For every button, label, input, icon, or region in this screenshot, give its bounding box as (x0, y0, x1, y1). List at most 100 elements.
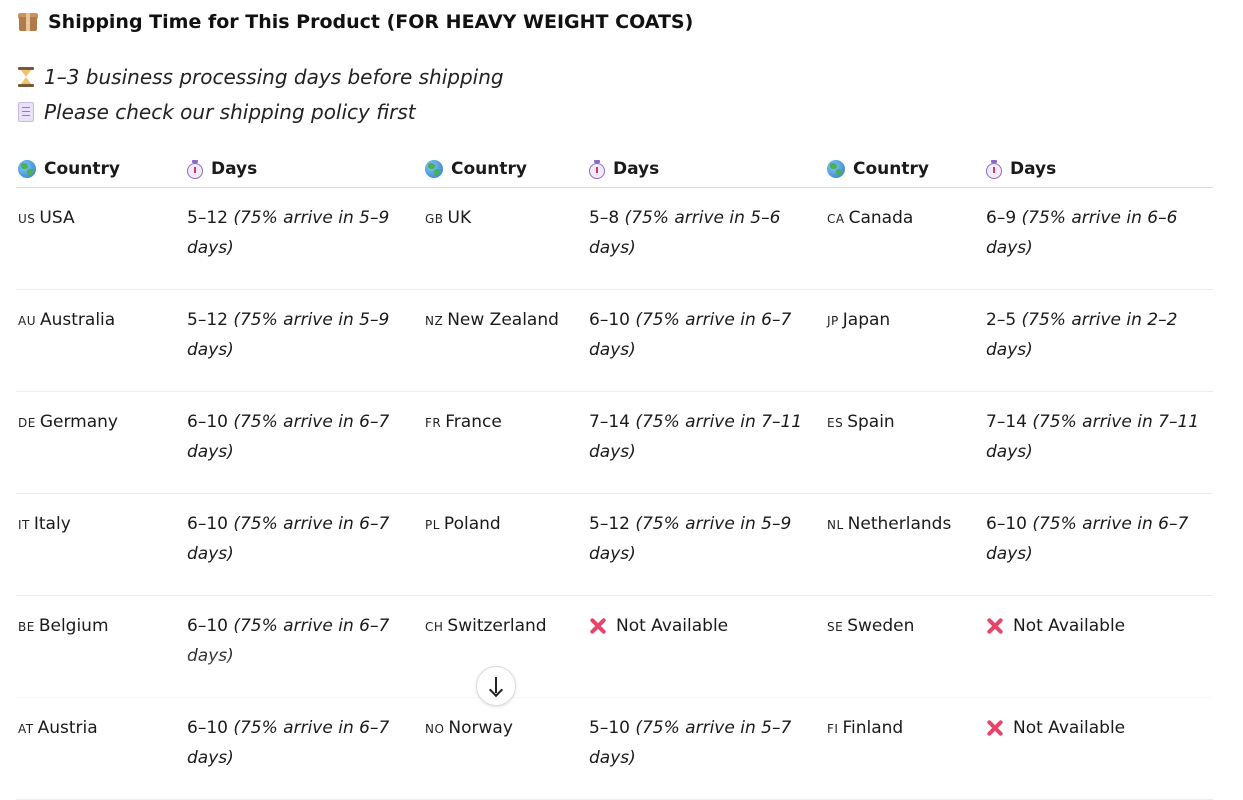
country-name: France (445, 412, 502, 432)
country-code: ES (827, 416, 844, 430)
days-cell: 6–10 (75% arrive in 6–7 days) (185, 697, 423, 800)
table-row: DE Germany 6–10 (75% arrive in 6–7 days) FR… (16, 391, 1213, 494)
country-name: Italy (33, 514, 71, 534)
days-note: (75% arrive in 7–11 days) (589, 412, 803, 462)
country-name: Canada (848, 208, 914, 228)
globe-icon (827, 159, 845, 178)
days-cell: 5–12 (75% arrive in 5–9 days) (185, 187, 423, 290)
days-cell: 5–8 (75% arrive in 5–6 days) (587, 187, 825, 290)
days-cell: 5–12 (75% arrive in 5–9 days) (185, 289, 423, 392)
days-cell: 5–10 (75% arrive in 5–7 days) (587, 697, 825, 800)
country-code: BE (18, 620, 35, 634)
days-range: 6–10 (187, 412, 228, 432)
days-note: (75% arrive in 6–7 days) (986, 514, 1189, 564)
table-header-row: Country Days Country Days Country Days (16, 150, 1213, 188)
not-available: Not Available (986, 611, 1207, 641)
country-cell: NL Netherlands (825, 493, 984, 596)
days-range: 6–10 (589, 310, 630, 330)
table-row: US USA 5–12 (75% arrive in 5–9 days) GB UK 5–… (16, 187, 1213, 290)
country-code: NZ (425, 314, 444, 328)
country-cell: JP Japan (825, 289, 984, 392)
country-code: AU (18, 314, 36, 328)
country-name: Poland (443, 514, 501, 534)
not-available: Not Available (589, 611, 819, 641)
country-cell: GB UK (423, 187, 587, 290)
table-row: IT Italy 6–10 (75% arrive in 6–7 days) PL Po… (16, 493, 1213, 596)
header-days: Days (587, 150, 825, 188)
document-icon (18, 102, 34, 122)
cross-icon (589, 617, 607, 635)
stopwatch-icon (589, 159, 605, 179)
table-row: AT Austria 6–10 (75% arrive in 6–7 days) NO… (16, 697, 1213, 800)
days-range: 5–12 (589, 514, 630, 534)
days-cell: 2–5 (75% arrive in 2–2 days) (984, 289, 1213, 392)
scroll-down-button[interactable] (476, 666, 516, 706)
days-cell: Not Available (984, 697, 1213, 800)
country-cell: NZ New Zealand (423, 289, 587, 392)
table-row: AU Australia 5–12 (75% arrive in 5–9 days)… (16, 289, 1213, 392)
country-name: UK (447, 208, 472, 228)
days-range: 2–5 (986, 310, 1017, 330)
page-title: Shipping Time for This Product (FOR HEAV… (48, 11, 694, 33)
country-name: Sweden (847, 616, 915, 636)
country-cell: US USA (16, 187, 185, 290)
hourglass-icon (18, 67, 34, 87)
stopwatch-icon (986, 159, 1002, 179)
days-note: (75% arrive in 6–7 days) (589, 310, 792, 360)
days-note: (75% arrive in 6–6 days) (986, 208, 1178, 258)
cross-icon (986, 617, 1004, 635)
arrow-down-icon (488, 677, 504, 698)
country-code: DE (18, 416, 36, 430)
days-cell: 6–10 (75% arrive in 6–7 days) (185, 391, 423, 494)
country-code: CH (425, 620, 444, 634)
header-country: Country (423, 150, 587, 188)
days-note: (75% arrive in 5–9 days) (187, 208, 390, 258)
country-code: CA (827, 212, 845, 226)
header-country: Country (825, 150, 984, 188)
days-cell: 5–12 (75% arrive in 5–9 days) (587, 493, 825, 596)
days-cell: 6–10 (75% arrive in 6–7 days) (984, 493, 1213, 596)
days-range: 5–10 (589, 718, 630, 738)
days-cell: 7–14 (75% arrive in 7–11 days) (984, 391, 1213, 494)
cross-icon (986, 719, 1004, 737)
country-code: SE (827, 620, 844, 634)
country-cell: FR France (423, 391, 587, 494)
header-days: Days (185, 150, 423, 188)
days-note: (75% arrive in 6–7 days) (187, 412, 390, 462)
country-name: Finland (842, 718, 904, 738)
days-range: 6–10 (187, 514, 228, 534)
days-range: 7–14 (986, 412, 1027, 432)
country-code: JP (827, 314, 839, 328)
country-name: USA (39, 208, 75, 228)
days-range: 5–8 (589, 208, 620, 228)
days-note: (75% arrive in 7–11 days) (986, 412, 1200, 462)
not-available-text: Not Available (1013, 616, 1126, 636)
country-name: Spain (847, 412, 895, 432)
country-name: Netherlands (847, 514, 952, 534)
header-days: Days (984, 150, 1213, 188)
country-code: NO (425, 722, 445, 736)
country-cell: NO Norway (423, 697, 587, 800)
package-icon (18, 13, 38, 31)
country-code: FI (827, 722, 839, 736)
header-country: Country (16, 150, 185, 188)
country-code: IT (18, 518, 30, 532)
shipping-table: Country Days Country Days Country Days U… (16, 150, 1213, 800)
country-code: PL (425, 518, 440, 532)
days-cell: Not Available (587, 595, 825, 698)
days-range: 6–10 (187, 718, 228, 738)
table-row: BE Belgium 6–10 (75% arrive in 6–7 days) CH… (16, 595, 1213, 698)
processing-note-text: 1–3 business processing days before ship… (44, 65, 504, 89)
days-note: (75% arrive in 6–7 days) (187, 514, 390, 564)
not-available-text: Not Available (616, 616, 729, 636)
country-code: GB (425, 212, 444, 226)
country-cell: ES Spain (825, 391, 984, 494)
days-cell: 6–10 (75% arrive in 6–7 days) (185, 493, 423, 596)
policy-note: Please check our shipping policy first (18, 98, 416, 126)
country-cell: DE Germany (16, 391, 185, 494)
days-cell: 7–14 (75% arrive in 7–11 days) (587, 391, 825, 494)
country-name: Japan (842, 310, 891, 330)
country-cell: FI Finland (825, 697, 984, 800)
country-cell: IT Italy (16, 493, 185, 596)
globe-icon (425, 159, 443, 178)
